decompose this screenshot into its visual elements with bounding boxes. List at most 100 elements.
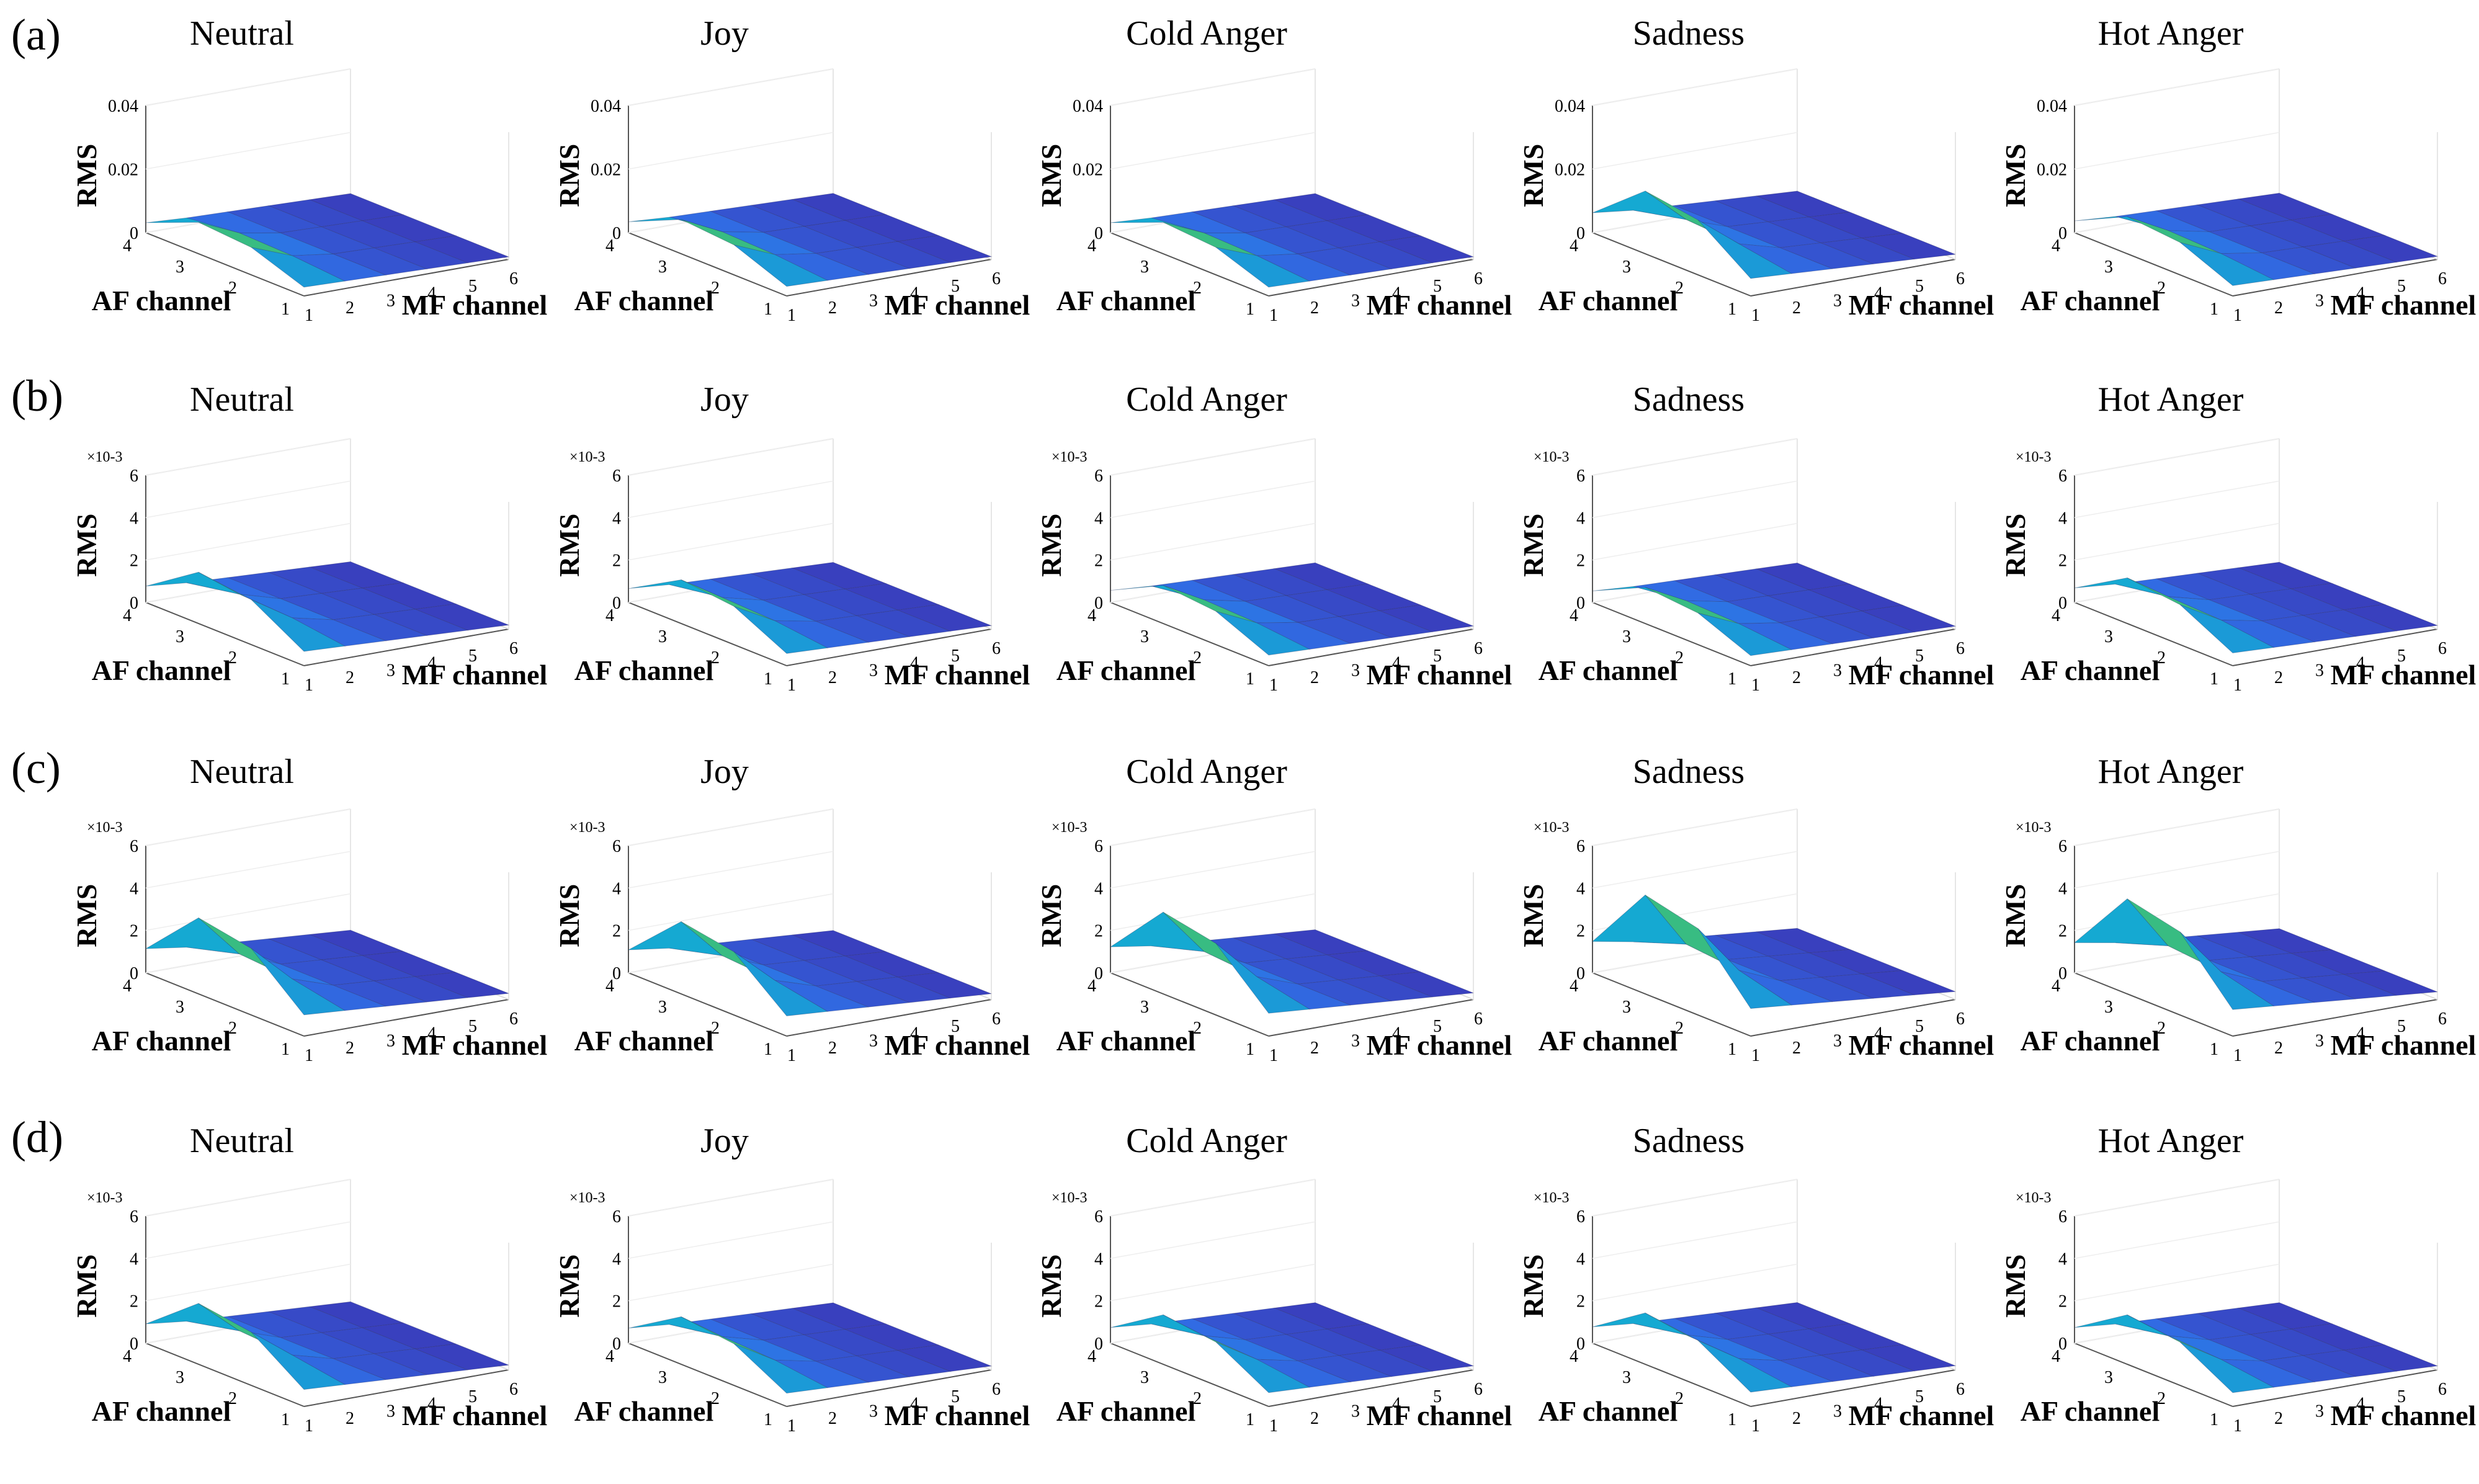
mf-tick-label: 3	[1833, 291, 1842, 310]
z-tick-label: 0.04	[591, 97, 621, 116]
surface-mesh	[1592, 190, 1956, 279]
mf-axis-label: MF channel	[1367, 1400, 1512, 1431]
af-tick-label: 4	[1570, 606, 1578, 625]
z-tick-label: 0	[2058, 594, 2067, 613]
af-axis-label: AF channel	[574, 285, 713, 316]
surface-panel: Joy 0 0.02 0.04 RMS 1 2 3 4 1 2 3 4 5 6 AF channel MF ch…	[553, 14, 1030, 325]
surface-mesh	[1110, 562, 1475, 656]
mf-tick-label: 1	[1269, 306, 1278, 325]
mf-axis-label: MF channel	[402, 289, 548, 321]
mf-tick-label: 2	[1310, 298, 1319, 318]
af-tick-label: 3	[2104, 627, 2113, 646]
panel-title: Neutral	[190, 380, 294, 419]
mf-axis-label: MF channel	[1849, 1400, 1994, 1431]
mf-tick-label: 6	[509, 639, 518, 658]
mf-tick-label: 4	[2356, 1024, 2365, 1044]
surface-face	[791, 561, 887, 589]
mf-tick-label: 6	[1474, 1009, 1483, 1029]
af-tick-label: 3	[658, 627, 667, 646]
grid-line	[2074, 522, 2280, 561]
af-tick-label: 2	[1193, 279, 1202, 298]
mf-tick-label: 2	[1310, 668, 1319, 687]
mf-tick-label: 4	[2356, 284, 2365, 303]
mf-tick-label: 1	[305, 676, 313, 695]
af-axis-line	[1110, 232, 1269, 297]
mf-tick-label: 4	[1874, 1395, 1883, 1414]
mf-axis-line	[303, 628, 509, 666]
z-tick-label: 2	[1576, 1292, 1585, 1312]
z-axis-label: RMS	[553, 144, 585, 207]
mf-tick-label: 1	[787, 676, 796, 695]
grid-line	[2074, 438, 2280, 476]
mf-axis-line	[1750, 259, 1956, 297]
af-axis-label: AF channel	[1539, 655, 1677, 686]
grid-line	[1592, 522, 1798, 561]
mf-tick-label: 3	[386, 1031, 395, 1050]
mf-tick-label: 4	[427, 284, 436, 303]
grid-line	[2074, 851, 2280, 889]
mf-axis-line	[786, 628, 992, 666]
mf-axis-line	[1268, 999, 1474, 1037]
row-label: (d)	[11, 1112, 63, 1162]
af-tick-label: 4	[605, 977, 614, 996]
row-label: (a)	[11, 10, 61, 60]
surface-mesh	[1110, 193, 1475, 288]
z-tick-label: 6	[130, 1207, 138, 1227]
z-axis-label: RMS	[1035, 144, 1067, 207]
z-tick-label: 6	[130, 467, 138, 486]
z-tick-label: 6	[130, 837, 138, 856]
z-exponent-label: ×10-3	[2016, 449, 2052, 465]
surface-face	[1860, 1344, 1957, 1372]
surface-face	[1378, 1344, 1475, 1372]
mf-tick-label: 1	[305, 1046, 313, 1065]
surface-mesh	[145, 561, 510, 652]
af-axis-line	[145, 602, 305, 666]
z-tick-label: 0	[2058, 224, 2067, 243]
af-tick-label: 4	[2052, 1347, 2060, 1366]
z-tick-label: 4	[612, 1249, 621, 1269]
af-tick-label: 2	[2157, 1389, 2166, 1408]
z-tick-label: 0	[1094, 594, 1103, 613]
mf-axis-line	[303, 259, 509, 297]
surface-mesh	[1592, 562, 1957, 656]
z-exponent-label: ×10-3	[570, 449, 605, 465]
grid-line	[628, 132, 834, 170]
surface-panel: Hot Anger 0 0.02 0.04 RMS 1 2 3 4 1 2 3 4 5 6 AF channe…	[1999, 14, 2476, 325]
surface-panel: Sadness 0 2 4 6 ×10-3 RMS 1 2 3 4 1 2 3 4 5 6 AF channel M…	[1517, 1122, 1994, 1436]
surface-face	[1215, 1341, 1311, 1393]
grid-line	[1110, 68, 1316, 106]
af-axis-label: AF channel	[2021, 285, 2160, 316]
mf-tick-label: 6	[1474, 639, 1483, 658]
af-tick-label: 1	[2210, 669, 2218, 689]
grid-line	[1110, 522, 1316, 561]
panel-title: Sadness	[1633, 14, 1744, 53]
z-tick-label: 2	[1576, 552, 1585, 571]
af-axis-label: AF channel	[1056, 1025, 1195, 1057]
z-tick-label: 4	[130, 509, 138, 528]
panel-row-3: (d) Neutral 0 2 4 6 ×10-3 RMS 1 2 3 4 1 2 3 4 5 6 AF chann…	[11, 1112, 2476, 1436]
mf-tick-label: 3	[1351, 1401, 1360, 1421]
row-label: (c)	[11, 743, 61, 793]
surface-mesh	[2074, 192, 2439, 286]
mf-tick-label: 2	[2274, 298, 2283, 318]
mf-axis-label: MF channel	[402, 1400, 548, 1431]
mf-tick-label: 2	[1792, 298, 1801, 318]
z-axis-label: RMS	[1517, 1254, 1549, 1318]
mf-tick-label: 3	[386, 661, 395, 680]
z-axis-label: RMS	[1517, 884, 1549, 947]
grid-line	[628, 1263, 834, 1302]
surface-face	[414, 1343, 509, 1370]
mf-tick-label: 4	[427, 1024, 436, 1044]
af-tick-label: 4	[2052, 236, 2060, 256]
af-tick-label: 3	[176, 1368, 184, 1387]
z-tick-label: 0	[1576, 964, 1585, 983]
surface-face	[251, 1331, 346, 1390]
af-axis-line	[2074, 972, 2233, 1037]
af-tick-label: 1	[764, 1410, 772, 1429]
af-axis-line	[2074, 232, 2233, 297]
surface-mesh	[1591, 894, 1956, 1009]
z-tick-label: 4	[1576, 1249, 1585, 1269]
z-axis-label: RMS	[1035, 1254, 1067, 1318]
af-tick-label: 2	[228, 648, 237, 668]
surface-mesh	[2073, 898, 2438, 1010]
